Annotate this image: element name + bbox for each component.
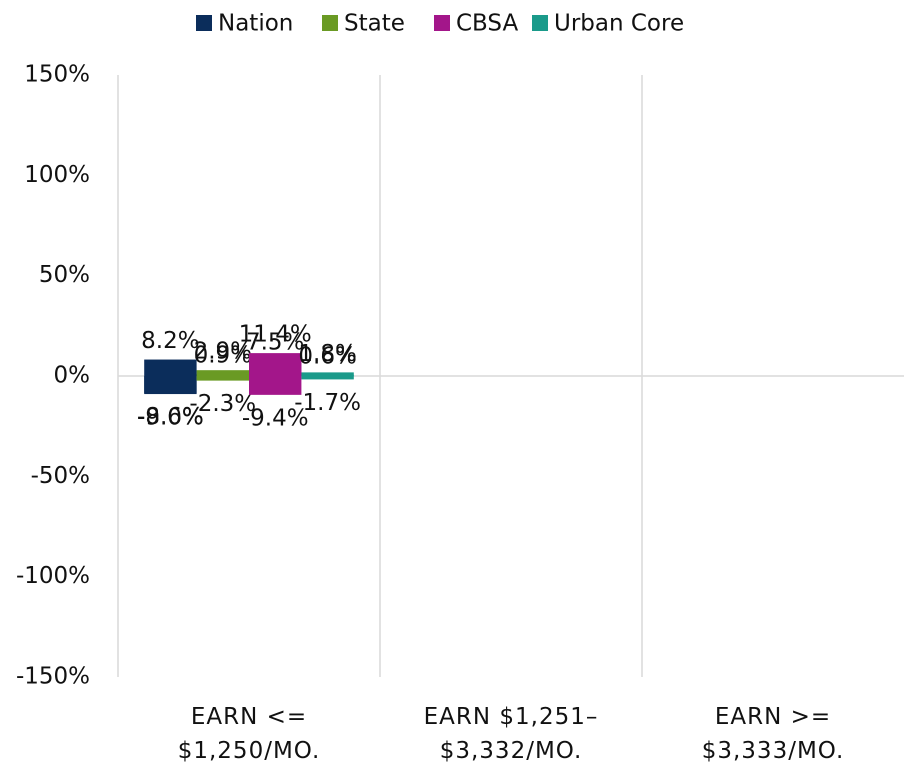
legend-label: Urban Core (554, 11, 684, 37)
data-label: 11.4% (239, 322, 312, 348)
y-tick-label: 50% (39, 262, 90, 288)
bar (196, 370, 249, 376)
legend-swatch (532, 15, 548, 31)
legend-swatch (196, 15, 212, 31)
legend-label: Nation (218, 11, 293, 37)
y-tick-label: -50% (31, 463, 90, 489)
x-tick-label: EARN <= $1,250/MO. (177, 704, 321, 764)
bar (249, 376, 302, 395)
x-tick-label: EARN >= $3,333/MO. (701, 704, 845, 764)
data-label: -9.4% (242, 405, 309, 431)
data-label: -9.0% (137, 405, 204, 431)
y-tick-label: 100% (24, 162, 90, 188)
data-label: -2.3% (189, 391, 256, 417)
bar (301, 374, 354, 377)
legend-label: CBSA (456, 11, 518, 37)
legend-label: State (344, 11, 405, 37)
data-label: 8.2% (141, 328, 199, 354)
legend-swatch (322, 15, 338, 31)
y-tick-label: 0% (54, 363, 91, 389)
bar (301, 376, 354, 380)
bar (301, 372, 354, 376)
x-tick-label: EARN $1,251–$3,332/MO. (423, 704, 599, 764)
data-label: -8.6% (137, 404, 204, 430)
legend-swatch (434, 15, 450, 31)
y-tick-label: 150% (24, 62, 90, 88)
bar (144, 359, 197, 376)
data-label: 0.9% (194, 343, 252, 369)
bar (144, 376, 197, 395)
data-label: 1.8% (298, 341, 356, 367)
y-tick-label: -100% (16, 563, 90, 589)
bar (249, 353, 302, 376)
y-tick-label: -150% (16, 664, 90, 690)
data-label: 0.6% (298, 343, 356, 369)
data-label: 7.5% (246, 329, 304, 355)
data-label: 2.9% (194, 339, 252, 365)
data-label: -1.7% (294, 390, 361, 416)
bar (196, 376, 249, 381)
